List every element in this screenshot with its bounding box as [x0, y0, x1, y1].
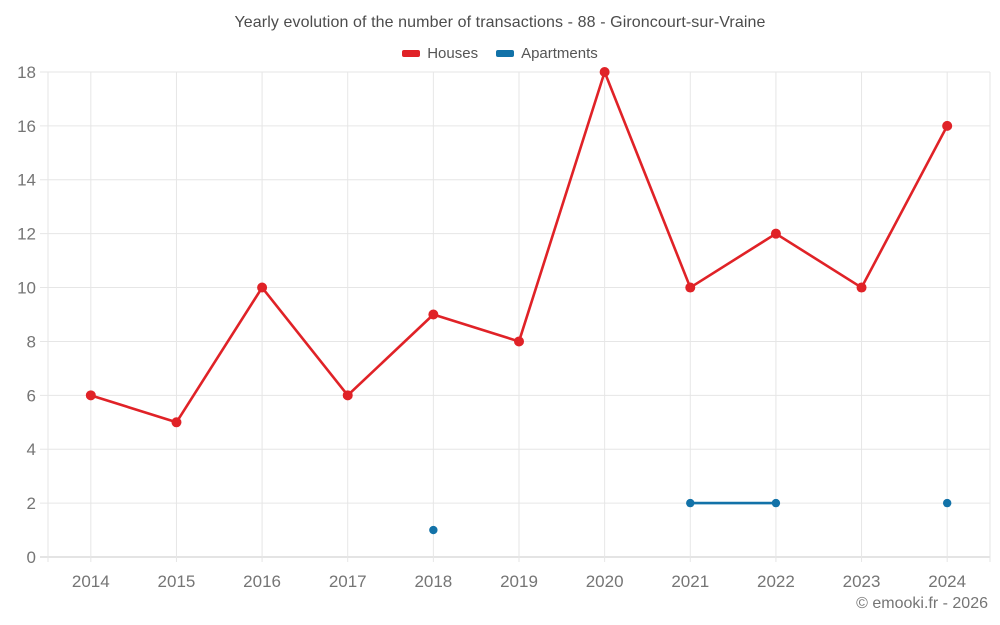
houses-series-swatch-icon [402, 50, 421, 57]
data-point-houses-2021[interactable] [685, 282, 696, 293]
x-axis-tick-label: 2017 [329, 572, 367, 591]
x-axis-tick-label: 2022 [757, 572, 795, 591]
x-axis-tick-label: 2016 [243, 572, 281, 591]
x-axis-tick-label: 2018 [414, 572, 452, 591]
y-axis-tick-label: 2 [27, 494, 36, 513]
y-axis-tick-label: 8 [27, 332, 36, 351]
copyright-text: © emooki.fr - 2026 [856, 595, 988, 612]
x-axis-tick-label: 2014 [72, 572, 110, 591]
chart-title: Yearly evolution of the number of transa… [234, 14, 766, 31]
y-axis-tick-label: 4 [27, 440, 36, 459]
y-axis-tick-label: 0 [27, 548, 36, 567]
data-point-apartments-2022[interactable] [771, 498, 781, 508]
y-axis-tick-label: 16 [17, 117, 36, 136]
legend-label-apartments: Apartments [521, 45, 598, 62]
data-point-houses-2016[interactable] [257, 282, 268, 293]
apartments-series-swatch-icon [496, 50, 515, 57]
x-axis-tick-label: 2021 [671, 572, 709, 591]
legend-item-apartments[interactable]: Apartments [496, 45, 598, 62]
x-axis-tick-label: 2024 [928, 572, 966, 591]
data-point-houses-2024[interactable] [942, 120, 953, 131]
x-axis-tick-label: 2023 [843, 572, 881, 591]
y-axis-tick-label: 6 [27, 386, 36, 405]
y-axis-tick-label: 14 [17, 171, 36, 190]
x-axis-tick-label: 2020 [586, 572, 624, 591]
data-point-houses-2023[interactable] [856, 282, 867, 293]
data-point-apartments-2021[interactable] [686, 498, 695, 508]
data-point-houses-2019[interactable] [514, 336, 524, 347]
data-point-houses-2020[interactable] [599, 67, 610, 77]
legend-label-houses: Houses [427, 45, 479, 62]
data-point-houses-2022[interactable] [770, 228, 781, 239]
data-point-houses-2017[interactable] [342, 390, 353, 401]
data-point-houses-2014[interactable] [85, 390, 96, 401]
y-axis-tick-label: 12 [17, 225, 36, 244]
x-axis-tick-label: 2019 [500, 572, 538, 591]
y-axis-tick-label: 10 [17, 279, 36, 298]
data-point-apartments-2024[interactable] [942, 498, 952, 508]
x-axis-tick-label: 2015 [158, 572, 196, 591]
y-axis-tick-label: 18 [17, 63, 36, 82]
data-point-houses-2018[interactable] [428, 309, 439, 320]
data-point-houses-2015[interactable] [171, 417, 182, 428]
legend-item-houses[interactable]: Houses [402, 45, 478, 62]
data-point-apartments-2018[interactable] [429, 525, 438, 535]
legend: Houses Apartments [0, 45, 1000, 62]
